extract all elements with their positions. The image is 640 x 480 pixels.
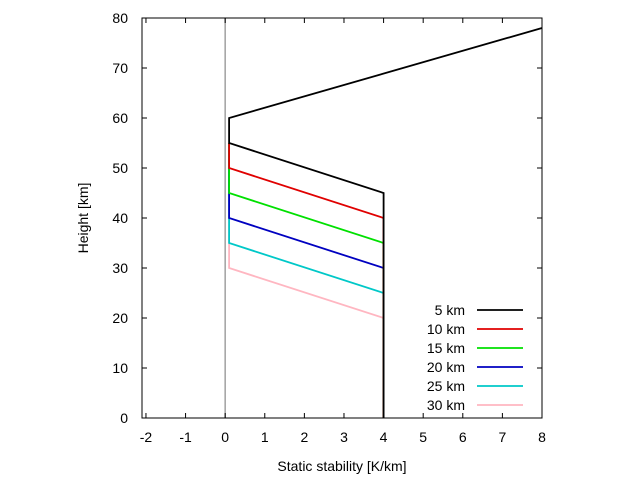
series-line-20-km xyxy=(228,143,385,418)
x-tick-label: 5 xyxy=(419,429,427,445)
x-tick-label: 3 xyxy=(340,429,348,445)
y-tick-label: 0 xyxy=(120,410,128,426)
legend-label: 15 km xyxy=(427,340,465,356)
x-tick-label: 6 xyxy=(459,429,467,445)
y-tick-label: 20 xyxy=(112,310,128,326)
x-tick-label: -1 xyxy=(179,429,192,445)
x-tick-label: 8 xyxy=(538,429,546,445)
x-tick-label: 0 xyxy=(221,429,229,445)
y-tick-label: 60 xyxy=(112,110,128,126)
x-tick-label: 2 xyxy=(300,429,308,445)
plot-frame xyxy=(141,17,543,419)
series-line-30-km xyxy=(228,143,385,418)
x-tick-label: 4 xyxy=(380,429,388,445)
y-tick-label: 50 xyxy=(112,160,128,176)
legend-label: 10 km xyxy=(427,321,465,337)
legend: 5 km 10 km 15 km 20 km 25 km 30 km xyxy=(427,302,523,413)
y-tick-label: 70 xyxy=(112,60,128,76)
x-tick-label: -2 xyxy=(140,429,153,445)
series-line-15-km xyxy=(228,143,385,418)
x-tick-label: 7 xyxy=(498,429,506,445)
x-tick-label: 1 xyxy=(261,429,269,445)
y-tick-label: 40 xyxy=(112,210,128,226)
y-tick-label: 30 xyxy=(112,260,128,276)
legend-label: 5 km xyxy=(435,302,465,318)
y-axis-label: Height [km] xyxy=(75,183,91,254)
legend-label: 25 km xyxy=(427,378,465,394)
series-line-10-km xyxy=(228,143,385,418)
series-line-25-km xyxy=(228,143,385,418)
y-tick-label: 10 xyxy=(112,360,128,376)
plot-area xyxy=(224,18,543,418)
x-axis: -2 -1 0 1 2 3 4 5 6 7 8 xyxy=(140,18,546,445)
y-axis: 0 10 20 30 40 50 60 70 80 xyxy=(112,10,542,426)
legend-label: 20 km xyxy=(427,359,465,375)
y-tick-label: 80 xyxy=(112,10,128,26)
x-axis-label: Static stability [K/km] xyxy=(277,458,406,474)
series-line-5-km xyxy=(228,27,543,418)
legend-label: 30 km xyxy=(427,397,465,413)
